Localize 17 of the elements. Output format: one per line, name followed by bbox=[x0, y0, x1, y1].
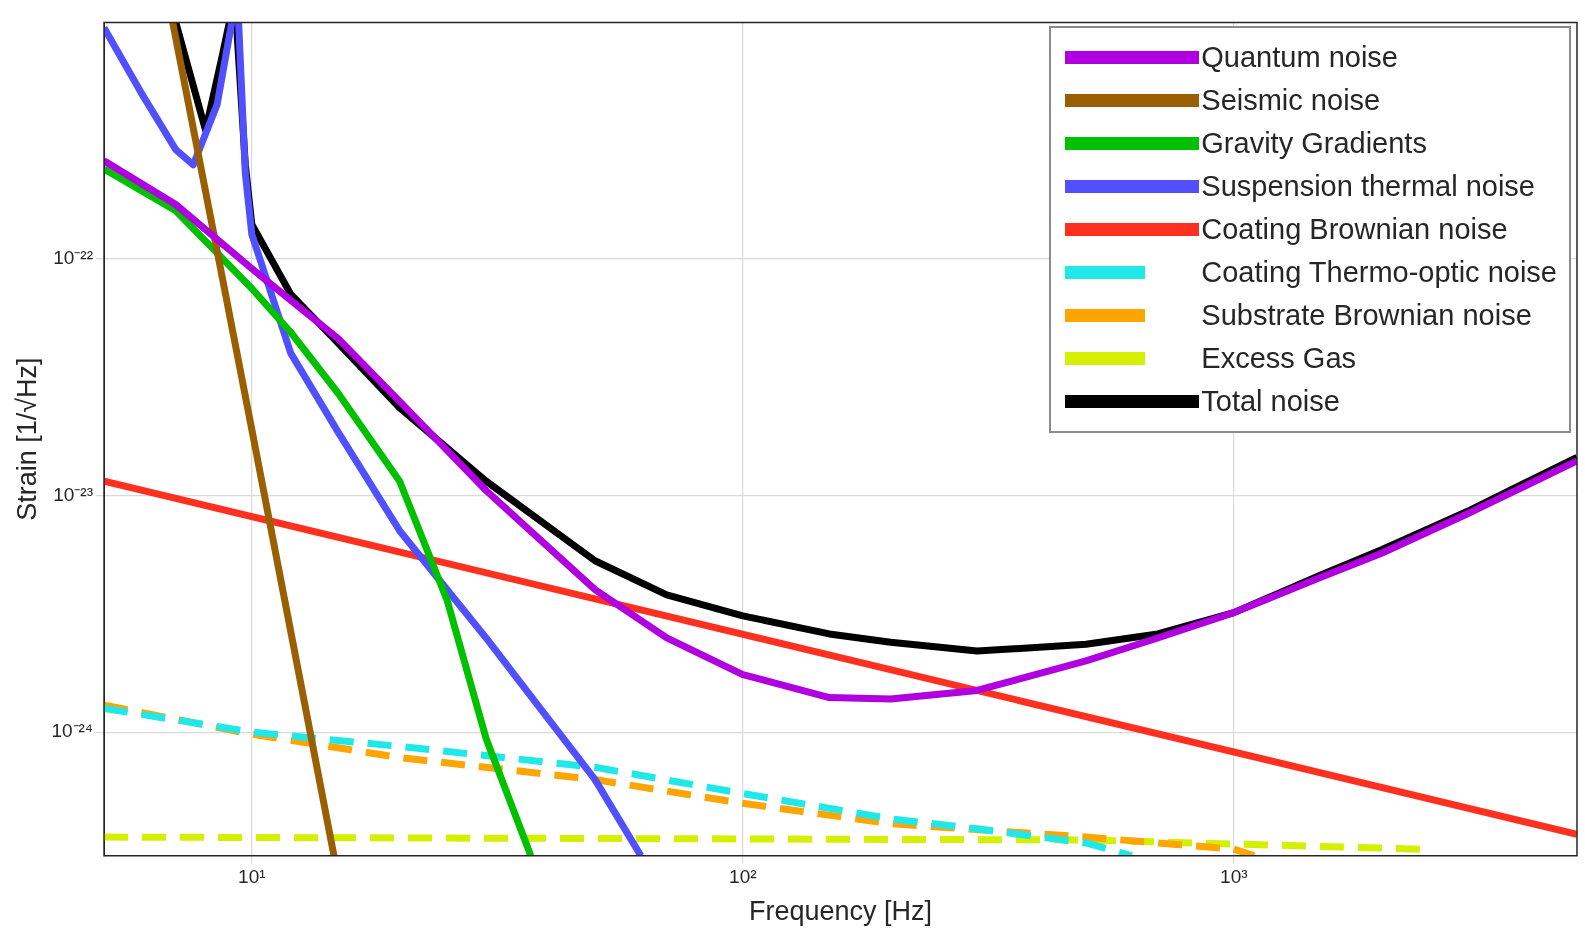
legend-label: Gravity Gradients bbox=[1201, 127, 1427, 160]
legend-label: Coating Brownian noise bbox=[1201, 213, 1508, 246]
x-tick-label: 10² bbox=[729, 866, 757, 888]
x-axis-title: Frequency [Hz] bbox=[748, 896, 933, 927]
y-axis-title: Strain [1/√Hz] bbox=[11, 357, 42, 521]
legend-label: Total noise bbox=[1201, 385, 1340, 418]
legend-label: Substrate Brownian noise bbox=[1201, 299, 1532, 332]
x-tick-label: 10³ bbox=[1220, 866, 1248, 888]
legend-label: Seismic noise bbox=[1201, 84, 1381, 117]
y-tick-label: 10⁻²⁴ bbox=[51, 720, 94, 742]
legend-label: Coating Thermo-optic noise bbox=[1201, 256, 1557, 289]
legend-label: Excess Gas bbox=[1201, 342, 1357, 375]
legend-label: Quantum noise bbox=[1201, 41, 1398, 74]
y-tick-label: 10⁻²² bbox=[53, 247, 94, 269]
x-tick-label: 10¹ bbox=[238, 866, 266, 888]
legend-label: Suspension thermal noise bbox=[1201, 170, 1535, 203]
y-tick-label: 10⁻²³ bbox=[53, 483, 94, 505]
